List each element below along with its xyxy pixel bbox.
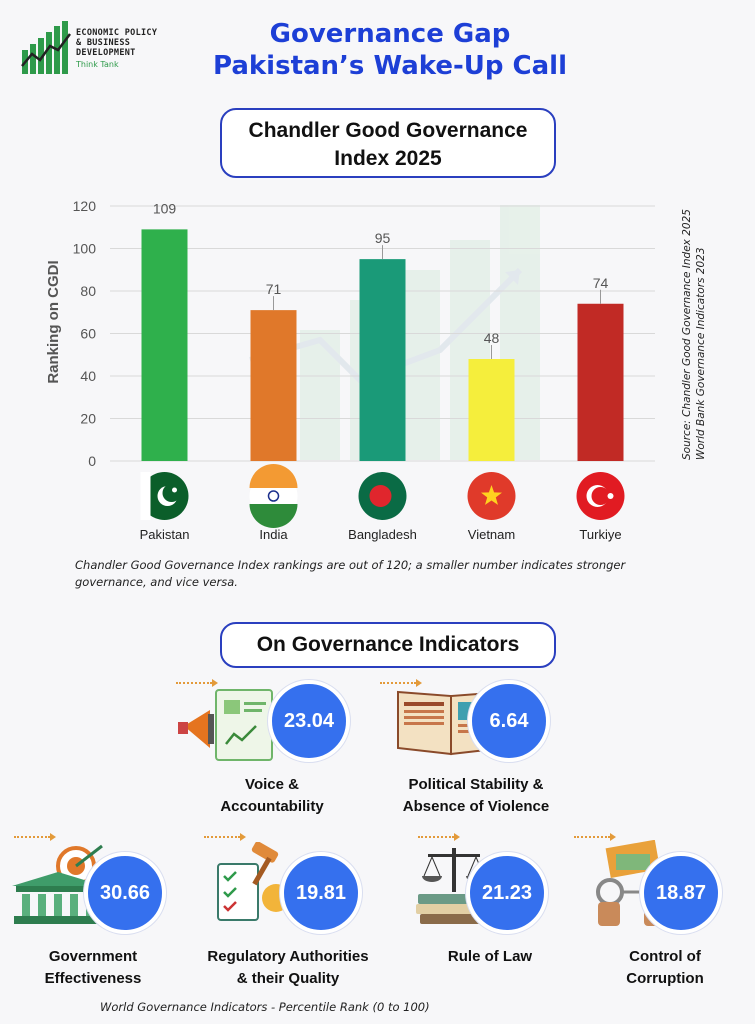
dotted-arrow bbox=[176, 679, 218, 687]
green-band bbox=[249, 504, 298, 528]
y-tick-label: 100 bbox=[73, 241, 97, 257]
y-tick-label: 120 bbox=[73, 198, 97, 214]
title-line-2: Pakistan’s Wake-Up Call bbox=[212, 51, 567, 81]
indicator-value-badge: 18.87 bbox=[640, 852, 722, 934]
data-label: 74 bbox=[593, 275, 609, 291]
indicator-political-stability: 6.64 Political Stability & Absence of Vi… bbox=[376, 678, 576, 828]
y-tick-label: 20 bbox=[80, 411, 96, 427]
flags: Pakistan India Bangladesh Vietnam Turkiye bbox=[140, 464, 625, 542]
source-line-2: World Bank Governance Indicators 2023 bbox=[695, 247, 707, 460]
star bbox=[607, 493, 614, 499]
chart-title-line-1: Chandler Good Governance bbox=[248, 119, 528, 142]
data-label: 71 bbox=[266, 281, 282, 297]
dotted-arrow bbox=[418, 833, 460, 841]
title-line-1: Governance Gap bbox=[269, 19, 511, 49]
crescent-cut bbox=[591, 487, 610, 505]
indicator-label: Voice & Accountability bbox=[220, 776, 324, 815]
indicator-value-badge: 30.66 bbox=[84, 852, 166, 934]
chakra bbox=[267, 490, 280, 502]
brand-tagline: Think Tank bbox=[76, 60, 119, 69]
dotted-arrow bbox=[574, 833, 616, 841]
page-title: Governance Gap Pakistan’s Wake-Up Call bbox=[180, 18, 600, 82]
indicator-label: Political Stability & Absence of Violenc… bbox=[402, 776, 550, 815]
dotted-arrow bbox=[204, 833, 246, 841]
x-tick-label: Pakistan bbox=[140, 527, 190, 542]
brand-name: ECONOMIC POLICY & BUSINESS DEVELOPMENT bbox=[76, 28, 158, 58]
bangladesh-flag-icon bbox=[358, 472, 407, 520]
gavel-checklist-icon bbox=[217, 842, 290, 921]
chart-title: Chandler Good Governance Index 2025 bbox=[220, 108, 556, 178]
red-disc bbox=[369, 485, 392, 507]
data-label: 48 bbox=[484, 330, 500, 346]
indicator-label: Rule of Law bbox=[447, 948, 533, 965]
bar-pakistan bbox=[141, 229, 188, 461]
source-line-1: Source: Chandler Good Governance Index 2… bbox=[681, 209, 693, 460]
indicator-value-badge: 6.64 bbox=[468, 680, 550, 762]
star bbox=[481, 485, 502, 505]
y-tick-label: 40 bbox=[80, 368, 96, 384]
bar-turkiye bbox=[577, 303, 624, 461]
y-axis-label: Ranking on CGDI bbox=[45, 260, 62, 383]
megaphone-document-icon bbox=[178, 689, 273, 761]
flag-stripe bbox=[140, 472, 151, 520]
indicator-voice-accountability: 23.04 Voice & Accountability bbox=[172, 678, 372, 828]
dotted-arrow bbox=[380, 679, 422, 687]
crescent-cut bbox=[162, 484, 181, 502]
rising-chart-logo-icon bbox=[21, 21, 71, 74]
x-tick-label: Vietnam bbox=[468, 527, 515, 542]
indicator-value-badge: 19.81 bbox=[280, 852, 362, 934]
brand-logo: ECONOMIC POLICY & BUSINESS DEVELOPMENT T… bbox=[20, 20, 180, 78]
data-label: 109 bbox=[153, 200, 177, 216]
indicator-government-effectiveness: 30.66 Government Effectiveness bbox=[8, 832, 178, 998]
indicator-regulatory-quality: 19.81 Regulatory Authorities & their Qua… bbox=[188, 832, 388, 998]
x-tick-label: India bbox=[259, 527, 288, 542]
ranking-bar-chart: 0 20 40 60 80 100 120 109 71 95 48 74 Pakistan Indi… bbox=[45, 198, 655, 542]
pakistan-flag-icon bbox=[140, 472, 189, 520]
y-tick-label: 60 bbox=[80, 326, 96, 342]
x-tick-label: Turkiye bbox=[579, 527, 621, 542]
bar-bangladesh bbox=[359, 259, 406, 461]
indicator-label: Control of Corruption bbox=[626, 948, 704, 987]
dotted-arrow bbox=[14, 833, 56, 841]
indicator-label: Government Effectiveness bbox=[44, 948, 142, 987]
indicator-value-badge: 23.04 bbox=[268, 680, 350, 762]
source-note: Source: Chandler Good Governance Index 2… bbox=[680, 209, 708, 460]
y-tick-label: 80 bbox=[80, 283, 96, 299]
index-explanation: Chandler Good Governance Index rankings … bbox=[75, 558, 626, 589]
data-label: 95 bbox=[375, 230, 391, 246]
bar-india bbox=[250, 310, 297, 461]
chart-title-line-2: Index 2025 bbox=[334, 147, 442, 170]
star bbox=[172, 487, 177, 493]
y-tick-label: 0 bbox=[88, 453, 96, 469]
indicator-control-of-corruption: 18.87 Control of Corruption bbox=[574, 832, 750, 998]
india-flag-icon bbox=[249, 464, 298, 528]
saffron-band bbox=[249, 464, 298, 488]
bars: 109 71 95 48 74 bbox=[141, 200, 624, 461]
indicators-footnote: World Governance Indicators - Percentile… bbox=[100, 1000, 430, 1014]
indicator-value-badge: 21.23 bbox=[466, 852, 548, 934]
vietnam-flag-icon bbox=[467, 472, 516, 520]
turkiye-flag-icon bbox=[576, 472, 625, 520]
indicators-title: On Governance Indicators bbox=[220, 622, 556, 668]
bar-vietnam bbox=[468, 359, 515, 461]
x-tick-label: Bangladesh bbox=[348, 527, 417, 542]
indicator-rule-of-law: 21.23 Rule of Law bbox=[410, 832, 580, 998]
y-axis: 0 20 40 60 80 100 120 bbox=[73, 198, 97, 469]
indicator-label: Regulatory Authorities & their Quality bbox=[207, 948, 369, 987]
